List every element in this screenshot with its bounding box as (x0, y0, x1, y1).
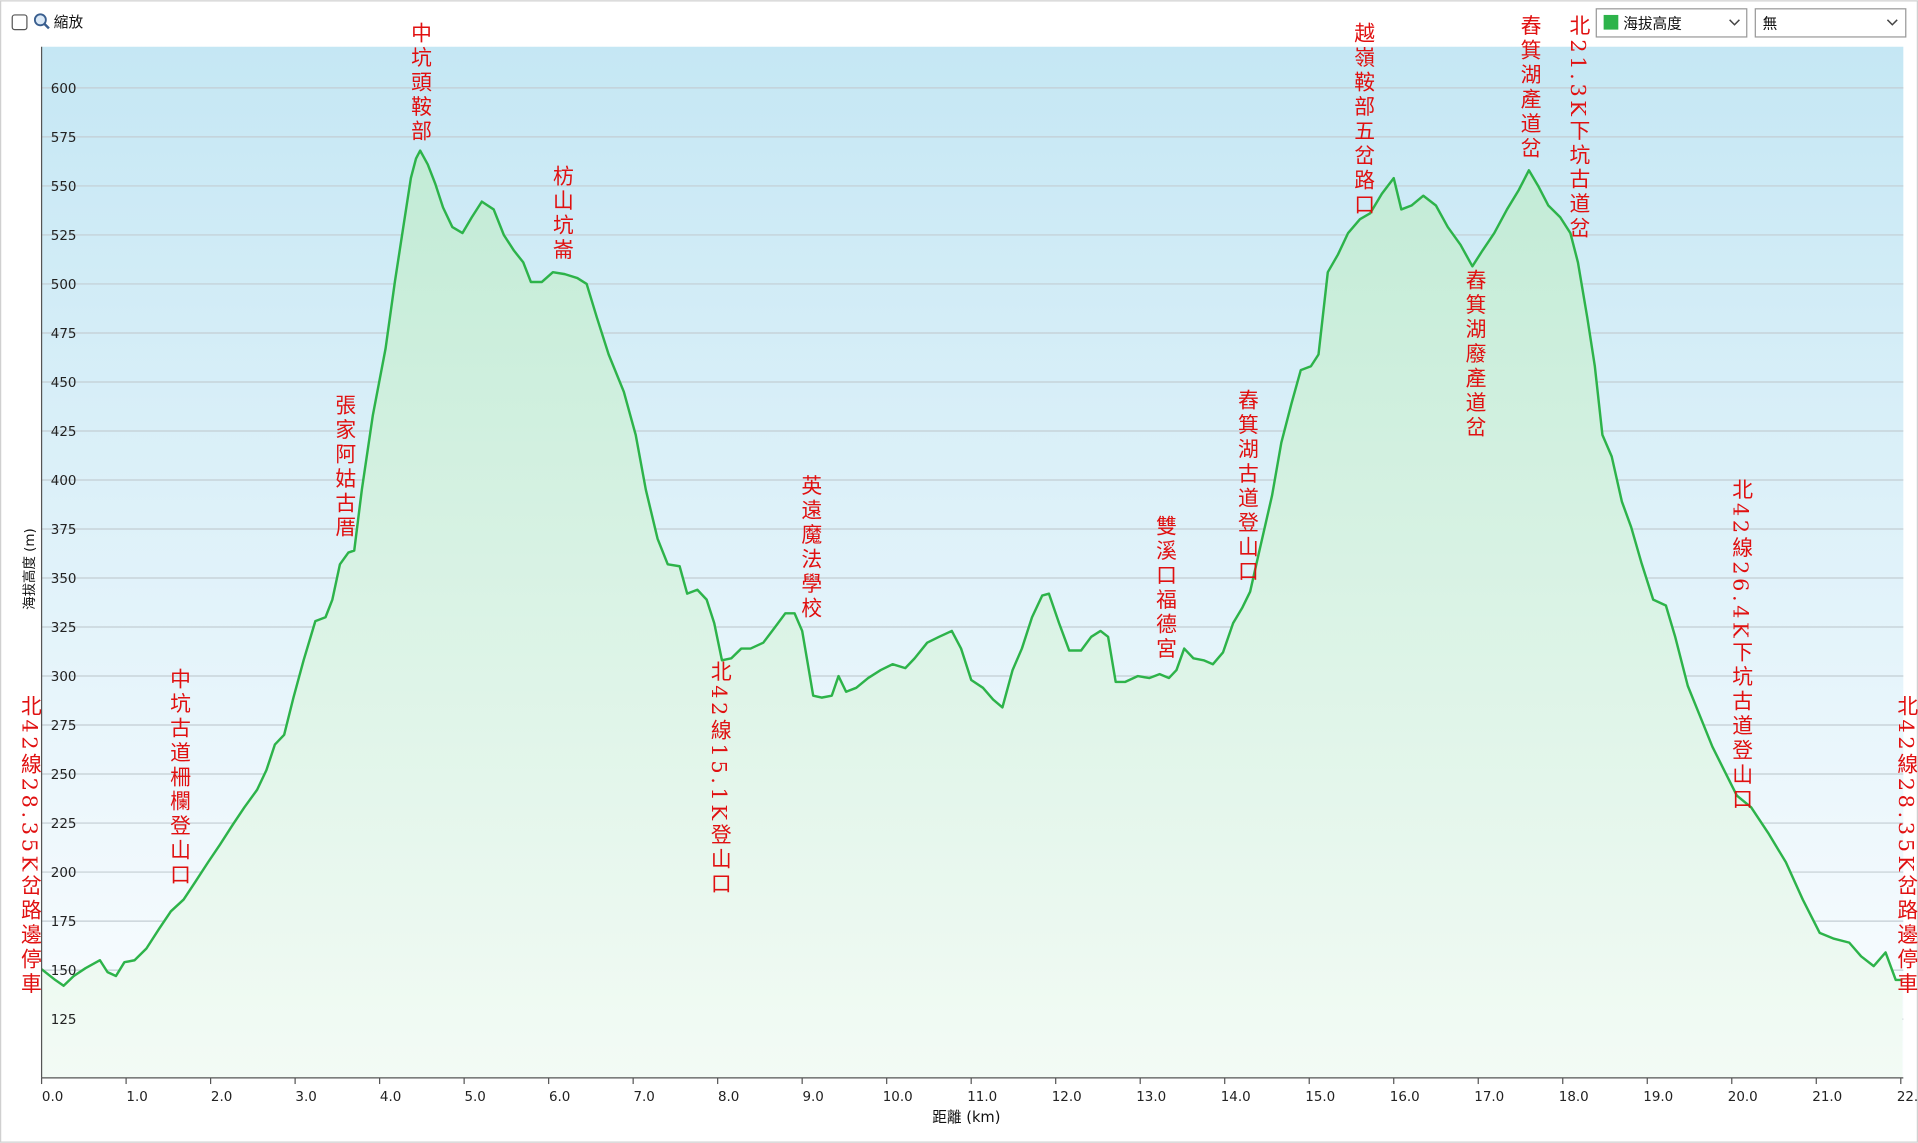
x-tick-label: 17.0 (1474, 1090, 1504, 1105)
area-fill (41, 150, 1903, 1078)
zoom-checkbox[interactable] (11, 14, 28, 31)
x-tick-label: 9.0 (802, 1090, 823, 1105)
x-axis-label: 距離 (km) (932, 1108, 1000, 1126)
y-tick-label: 325 (51, 621, 77, 636)
x-tick-label: 18.0 (1559, 1090, 1589, 1105)
y-tick-label: 550 (51, 180, 77, 195)
series-select[interactable]: 海拔高度 (1595, 8, 1748, 38)
x-tick-label: 19.0 (1643, 1090, 1673, 1105)
x-tick-label: 21.0 (1812, 1090, 1842, 1105)
x-tick-label: 6.0 (549, 1090, 570, 1105)
elevation-line (40, 149, 1903, 988)
annotation: 雙溪口福德宮 (1153, 515, 1177, 662)
y-tick-label: 425 (51, 425, 77, 440)
x-tick-label: 0.0 (42, 1090, 63, 1105)
annotation: 舂箕湖古道登山口 (1234, 389, 1258, 585)
y-tick-label: 475 (51, 327, 77, 342)
annotation: 張家阿姑古厝 (332, 394, 356, 541)
x-tick-label: 20.0 (1728, 1090, 1758, 1105)
y-tick-label: 450 (51, 376, 77, 391)
y-tick-label: 150 (51, 964, 77, 979)
y-tick-label: 250 (51, 768, 77, 783)
y-tick-label: 575 (51, 131, 77, 146)
x-tick-label: 16.0 (1390, 1090, 1420, 1105)
x-tick-label: 7.0 (633, 1090, 654, 1105)
y-tick-label: 275 (51, 719, 77, 734)
x-tick-label: 22.0 (1897, 1090, 1918, 1105)
series-select-label: 海拔高度 (1623, 15, 1682, 32)
annotation: 北21.3K下坑古道岔 (1566, 15, 1590, 242)
annotation: 中坑古道柵欄登山口 (167, 668, 191, 888)
secondary-select[interactable]: 無 (1754, 8, 1907, 38)
y-tick-label: 500 (51, 278, 77, 293)
x-tick-label: 10.0 (883, 1090, 913, 1105)
zoom-label: 縮放 (54, 14, 84, 31)
x-tick-label: 2.0 (211, 1090, 232, 1105)
x-tick-label: 1.0 (126, 1090, 147, 1105)
annotation: 舂箕湖廢產道岔 (1462, 269, 1486, 440)
y-tick-label: 200 (51, 866, 77, 881)
y-tick-label: 175 (51, 915, 77, 930)
y-tick-label: 350 (51, 572, 77, 587)
y-tick-label: 125 (51, 1013, 77, 1028)
x-tick-label: 12.0 (1052, 1090, 1082, 1105)
series-swatch (1603, 14, 1619, 30)
y-tick-label: 400 (51, 474, 77, 489)
x-tick-label: 8.0 (718, 1090, 739, 1105)
annotation: 中坑頭鞍部 (408, 22, 432, 144)
x-tick-label: 5.0 (464, 1090, 485, 1105)
x-tick-label: 4.0 (380, 1090, 401, 1105)
x-tick-label: 13.0 (1136, 1090, 1166, 1105)
annotation: 越嶺鞍部五岔路口 (1351, 22, 1375, 218)
y-tick-label: 525 (51, 229, 77, 244)
x-tick-label: 3.0 (295, 1090, 316, 1105)
secondary-select-label: 無 (1763, 15, 1778, 32)
annotation: 北42線26.4K下坑古道登山口 (1729, 479, 1753, 813)
annotation: 舂箕湖產道岔 (1517, 15, 1541, 162)
y-tick-label: 375 (51, 523, 77, 538)
x-tick-label: 15.0 (1305, 1090, 1335, 1105)
y-tick-label: 225 (51, 817, 77, 832)
annotation: 北42線28.35K岔路邊停車 (1894, 695, 1918, 997)
annotation: 北42線28.35K岔路邊停車 (17, 695, 41, 997)
zoom-icon (33, 13, 50, 30)
y-tick-label: 300 (51, 670, 77, 685)
x-tick-label: 11.0 (967, 1090, 997, 1105)
annotation: 英遠魔法學校 (798, 475, 822, 622)
y-tick-label: 600 (51, 82, 77, 97)
annotation: 北42線15.1K登山口 (707, 661, 731, 897)
x-tick-label: 14.0 (1221, 1090, 1251, 1105)
y-axis-label: 海拔高度 (m) (21, 528, 38, 610)
annotation: 枋山坑崙 (549, 165, 573, 263)
